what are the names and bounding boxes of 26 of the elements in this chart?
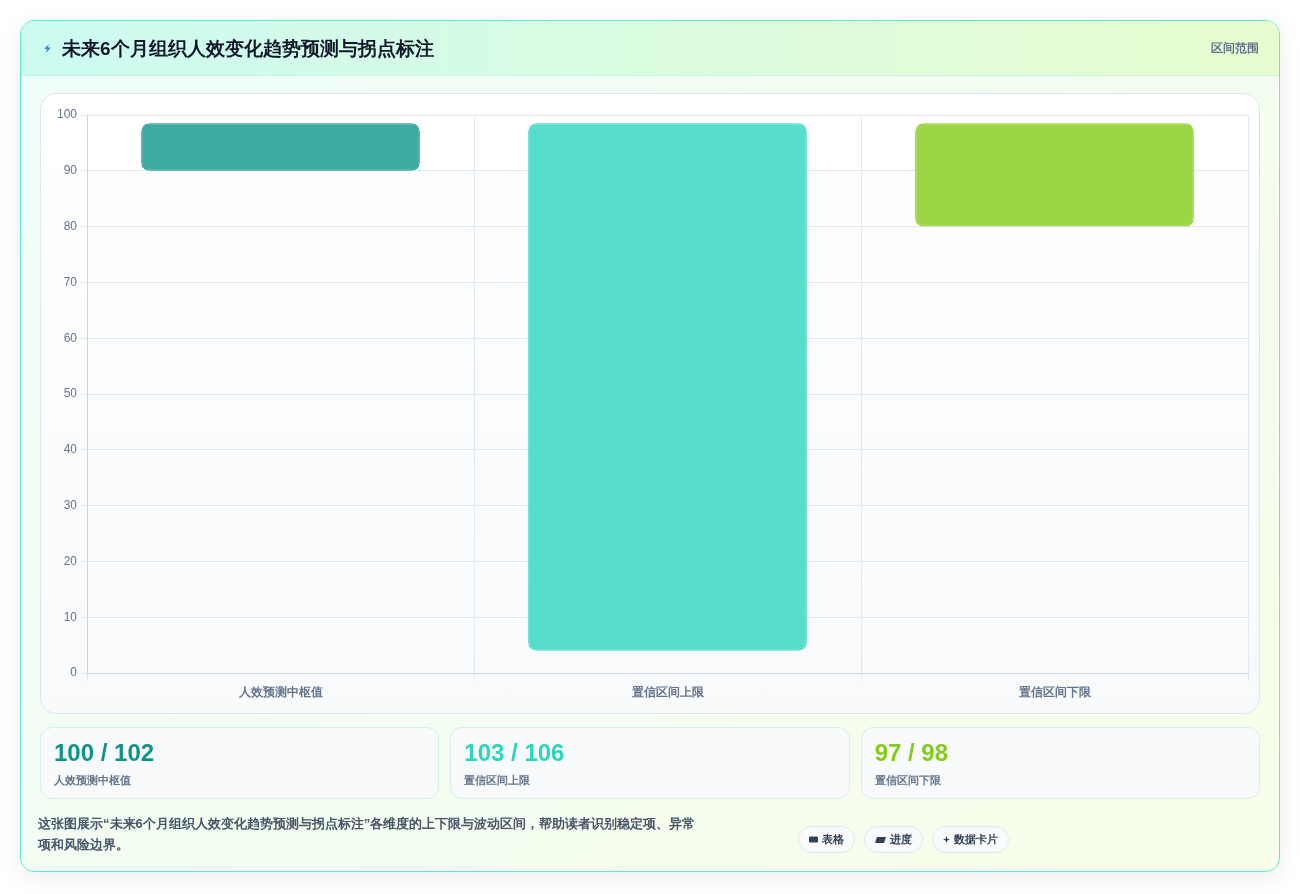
text: 数据卡片: [954, 832, 998, 847]
x-tick-label: 置信区间下限: [1017, 684, 1092, 699]
text: 表格: [822, 832, 844, 847]
category-label: 置信区间下限: [874, 774, 941, 786]
x-tick-label: 置信区间上限: [630, 684, 705, 699]
y-tick-label: 20: [63, 553, 78, 568]
x-tick-label: 人效预测中枢值: [237, 684, 323, 699]
y-tick-label: 10: [63, 609, 78, 624]
y-tick-label: 80: [63, 218, 78, 233]
category-label: 置信区间上限: [464, 774, 531, 786]
text: 这张图展示“未来6个月组织人效变化趋势预测与拐点标注”各维度的上下限与波动区间，帮助读者识别稳定项、异常项和风险边界。: [38, 815, 697, 854]
y-tick-label: 60: [63, 330, 78, 345]
y-tick-label: 0: [70, 665, 78, 680]
chart-title: 未来6个月组织人效变化趋势预测与拐点标注: [62, 37, 434, 61]
text: 97 / 98: [874, 738, 949, 768]
y-tick-label: 30: [63, 497, 78, 512]
y-tick-label: 70: [63, 274, 78, 289]
y-tick-label: 100: [56, 107, 78, 122]
text: 100 / 102: [54, 738, 155, 768]
y-tick-label: 40: [63, 442, 78, 457]
y-tick-label: 90: [63, 163, 78, 178]
category-label: 人效预测中枢值: [54, 774, 131, 786]
text: 进度: [890, 832, 912, 847]
y-tick-label: 50: [63, 386, 78, 401]
chart-subtitle: 区间范围: [1211, 40, 1259, 56]
text: 103 / 106: [464, 738, 565, 768]
